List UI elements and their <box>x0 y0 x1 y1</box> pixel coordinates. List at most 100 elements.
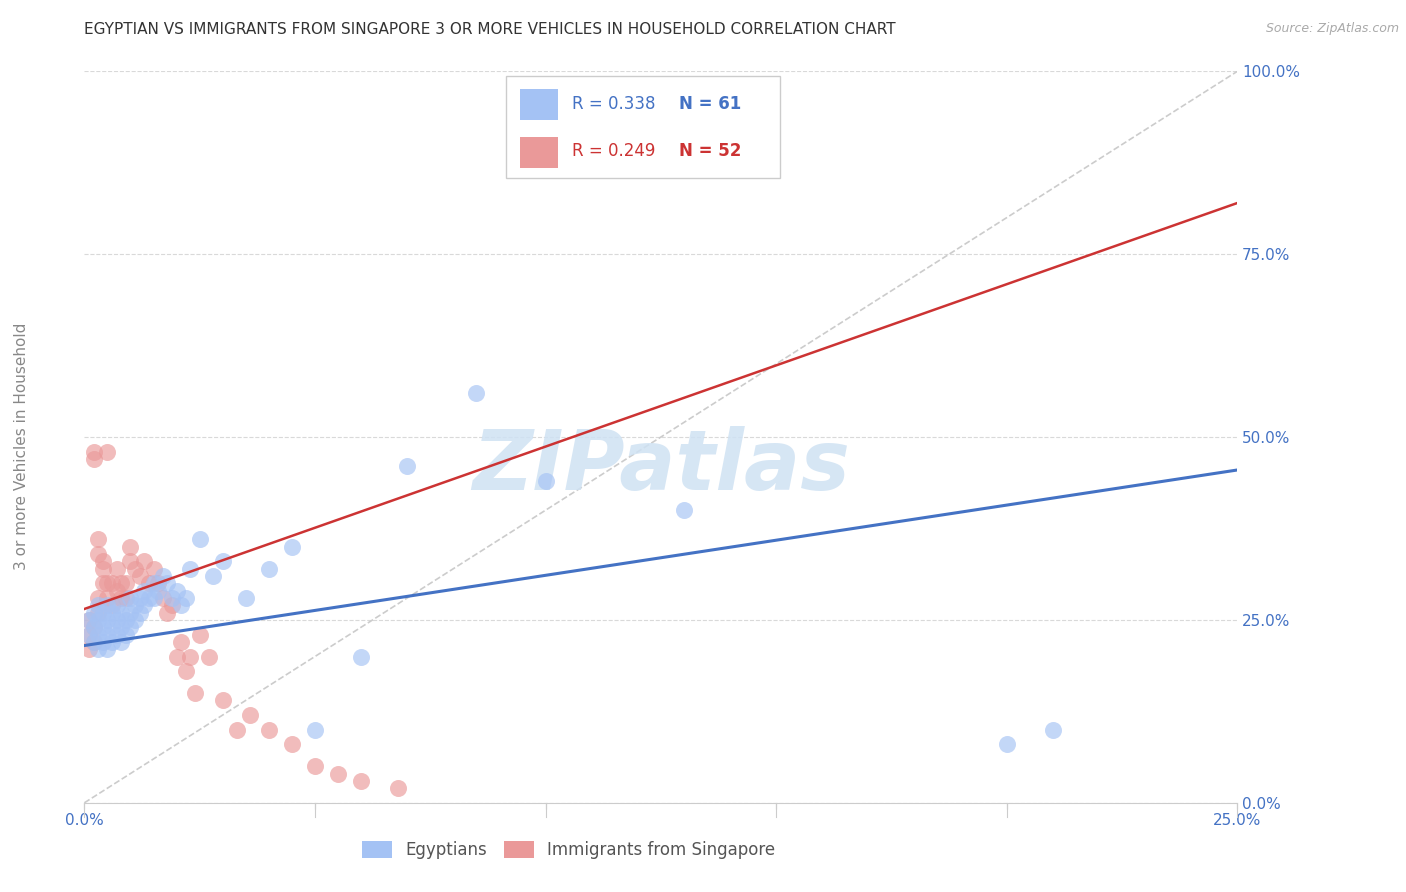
Point <box>101 576 124 591</box>
Text: ZIPatlas: ZIPatlas <box>472 425 849 507</box>
Point <box>281 540 304 554</box>
FancyBboxPatch shape <box>520 89 558 120</box>
Point <box>83 606 105 620</box>
Point <box>124 613 146 627</box>
Point <box>110 606 132 620</box>
Point <box>77 627 100 641</box>
Point <box>156 606 179 620</box>
Point <box>170 599 193 613</box>
Point <box>128 569 150 583</box>
Point <box>184 686 207 700</box>
Point <box>105 583 128 598</box>
Point <box>101 606 124 620</box>
Point <box>152 591 174 605</box>
Point <box>124 599 146 613</box>
Point <box>174 591 197 605</box>
Point <box>105 599 128 613</box>
Point <box>91 606 114 620</box>
Point <box>138 576 160 591</box>
Point <box>120 591 142 605</box>
Point <box>304 723 326 737</box>
Point <box>142 591 165 605</box>
Point <box>115 591 138 605</box>
Point <box>83 620 105 634</box>
Point <box>188 533 211 547</box>
Point <box>124 562 146 576</box>
Point <box>198 649 221 664</box>
Point <box>91 554 114 568</box>
Point <box>77 642 100 657</box>
Point <box>160 599 183 613</box>
Point <box>235 591 257 605</box>
Point <box>87 533 110 547</box>
Point <box>105 627 128 641</box>
Legend: Egyptians, Immigrants from Singapore: Egyptians, Immigrants from Singapore <box>354 833 783 868</box>
Point <box>87 606 110 620</box>
Point <box>101 620 124 634</box>
Point <box>166 649 188 664</box>
Text: Source: ZipAtlas.com: Source: ZipAtlas.com <box>1265 22 1399 36</box>
Point <box>1042 723 1064 737</box>
Point <box>257 562 280 576</box>
Point <box>211 693 233 707</box>
FancyBboxPatch shape <box>506 76 780 178</box>
Point <box>152 569 174 583</box>
Point <box>115 576 138 591</box>
Text: EGYPTIAN VS IMMIGRANTS FROM SINGAPORE 3 OR MORE VEHICLES IN HOUSEHOLD CORRELATIO: EGYPTIAN VS IMMIGRANTS FROM SINGAPORE 3 … <box>84 22 896 37</box>
Point <box>83 452 105 467</box>
Point <box>87 627 110 641</box>
Point <box>96 642 118 657</box>
Point <box>534 474 557 488</box>
Point <box>134 583 156 598</box>
Point <box>83 620 105 634</box>
Point <box>142 562 165 576</box>
Point <box>188 627 211 641</box>
Point <box>105 613 128 627</box>
Point <box>350 649 373 664</box>
Point <box>83 444 105 458</box>
Point <box>396 459 419 474</box>
Point <box>96 444 118 458</box>
Text: N = 61: N = 61 <box>679 95 741 113</box>
Point <box>225 723 247 737</box>
Point <box>91 576 114 591</box>
Point <box>326 766 349 780</box>
Point <box>91 620 114 634</box>
Point <box>211 554 233 568</box>
Point <box>995 737 1018 751</box>
Point <box>257 723 280 737</box>
Point <box>146 576 169 591</box>
Point <box>96 627 118 641</box>
Point <box>202 569 225 583</box>
Text: N = 52: N = 52 <box>679 142 741 161</box>
Point <box>77 613 100 627</box>
Point <box>110 576 132 591</box>
Text: R = 0.249: R = 0.249 <box>572 142 655 161</box>
Point <box>142 576 165 591</box>
Point <box>350 773 373 788</box>
Point <box>174 664 197 678</box>
Point <box>120 620 142 634</box>
Point <box>87 613 110 627</box>
Point <box>91 562 114 576</box>
Point <box>120 554 142 568</box>
Point <box>77 627 100 641</box>
Point <box>138 591 160 605</box>
Point <box>115 627 138 641</box>
Point <box>91 635 114 649</box>
Point <box>146 583 169 598</box>
Point <box>304 759 326 773</box>
Point <box>166 583 188 598</box>
Point <box>134 599 156 613</box>
Point <box>96 591 118 605</box>
Point <box>83 635 105 649</box>
Point <box>87 642 110 657</box>
Point <box>101 599 124 613</box>
Point <box>115 613 138 627</box>
Point <box>179 649 201 664</box>
Point <box>96 613 118 627</box>
FancyBboxPatch shape <box>520 137 558 168</box>
Point <box>83 635 105 649</box>
Point <box>128 606 150 620</box>
Point <box>110 635 132 649</box>
